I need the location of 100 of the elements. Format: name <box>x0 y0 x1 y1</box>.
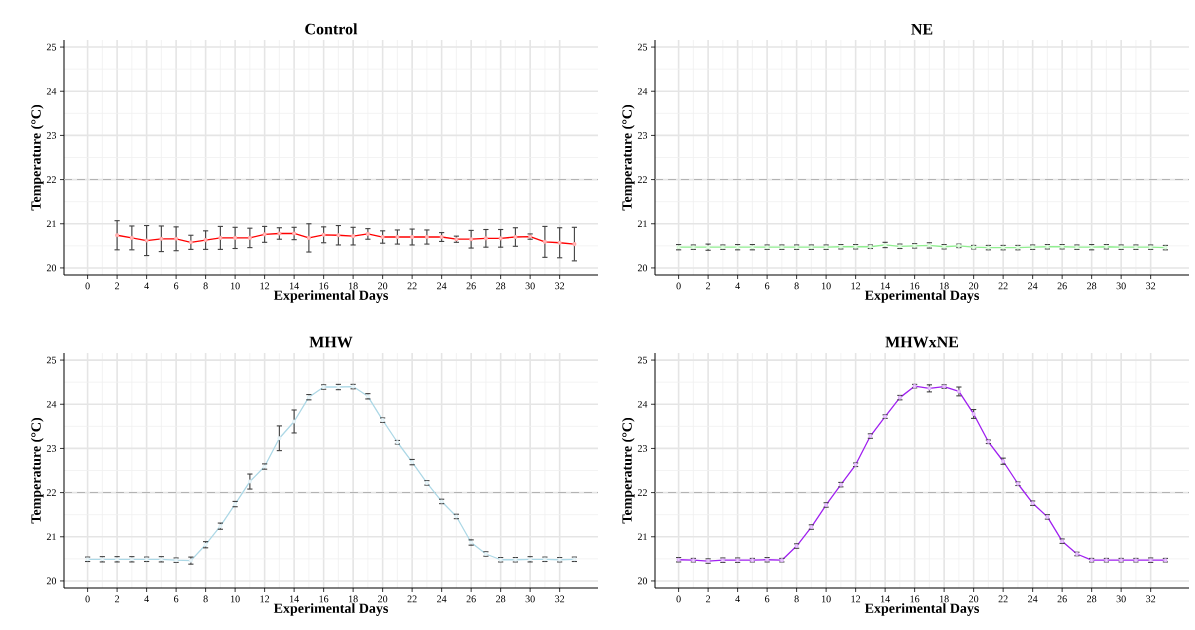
x-tick-label: 0 <box>85 282 90 290</box>
x-tick-label: 18 <box>940 282 949 290</box>
x-tick-label: 28 <box>1087 282 1097 290</box>
x-tick-label: 30 <box>1116 595 1126 603</box>
y-tick-label: 23 <box>46 445 57 452</box>
x-tick-label: 4 <box>144 595 149 603</box>
x-tick-label: 6 <box>174 595 179 603</box>
x-tick-label: 2 <box>115 595 120 603</box>
x-tick-label: 20 <box>378 282 388 290</box>
x-tick-label: 24 <box>1028 595 1038 603</box>
x-tick-label: 24 <box>437 595 447 603</box>
y-tick-label: 20 <box>46 577 57 585</box>
x-tick-label: 12 <box>851 282 861 290</box>
x-tick-label: 4 <box>144 282 149 290</box>
y-tick-label: 21 <box>637 220 647 228</box>
x-tick-label: 0 <box>676 282 681 290</box>
x-tick-label: 32 <box>555 282 565 290</box>
y-tick-label: 22 <box>46 489 56 496</box>
y-tick-label: 22 <box>637 489 647 496</box>
y-tick-label: 25 <box>637 43 648 51</box>
x-tick-label: 18 <box>349 282 358 290</box>
y-tick-label: 25 <box>46 356 57 364</box>
x-tick-label: 14 <box>881 595 890 603</box>
y-tick-label: 24 <box>637 87 648 95</box>
y-axis-title: Temperature (°C) <box>30 104 44 211</box>
y-tick-label: 24 <box>637 400 648 408</box>
x-tick-label: 8 <box>794 595 799 603</box>
x-tick-label: 20 <box>969 595 979 603</box>
x-tick-label: 10 <box>822 282 831 290</box>
x-tick-label: 30 <box>525 595 535 603</box>
y-tick-label: 20 <box>46 264 57 272</box>
x-tick-label: 16 <box>319 595 329 603</box>
x-tick-label: 14 <box>290 595 299 603</box>
y-tick-label: 23 <box>637 132 648 139</box>
y-tick-label: 23 <box>637 445 648 452</box>
x-tick-label: 28 <box>1087 595 1097 603</box>
x-tick-label: 12 <box>260 282 270 290</box>
x-tick-label: 26 <box>466 595 476 603</box>
x-axis-title: Experimental Days <box>864 290 980 303</box>
x-tick-label: 10 <box>231 595 240 603</box>
y-tick-label: 25 <box>46 43 57 51</box>
x-tick-label: 14 <box>290 282 299 290</box>
x-tick-label: 14 <box>881 282 890 290</box>
x-tick-label: 24 <box>437 282 447 290</box>
x-tick-label: 0 <box>676 595 681 603</box>
y-tick-label: 21 <box>46 533 56 541</box>
chart-title: NE <box>911 24 933 35</box>
x-tick-label: 26 <box>466 282 476 290</box>
x-tick-label: 28 <box>496 595 506 603</box>
x-tick-label: 4 <box>735 595 740 603</box>
chart-title: MHW <box>309 336 353 348</box>
y-tick-label: 23 <box>46 132 57 139</box>
x-tick-label: 22 <box>407 595 417 603</box>
y-tick-label: 24 <box>46 400 57 408</box>
x-tick-label: 26 <box>1057 595 1067 603</box>
x-tick-label: 12 <box>851 595 861 603</box>
y-tick-label: 22 <box>637 176 647 183</box>
x-tick-label: 0 <box>85 595 90 603</box>
y-tick-label: 24 <box>46 87 57 95</box>
x-tick-label: 10 <box>231 282 240 290</box>
y-axis-title: Temperature (°C) <box>621 417 635 524</box>
y-tick-label: 21 <box>637 533 647 541</box>
x-tick-label: 4 <box>735 282 740 290</box>
x-tick-label: 18 <box>349 595 358 603</box>
x-tick-label: 8 <box>203 282 208 290</box>
chart-title: Control <box>305 23 358 35</box>
y-axis-title: Temperature (°C) <box>30 417 44 524</box>
x-tick-label: 6 <box>765 595 770 603</box>
x-tick-label: 8 <box>203 595 208 603</box>
y-axis-title: Temperature (°C) <box>621 104 635 211</box>
x-axis-title: Experimental Days <box>273 290 389 303</box>
y-tick-label: 20 <box>637 577 648 585</box>
x-tick-label: 32 <box>1146 595 1156 603</box>
x-axis-title: Experimental Days <box>273 603 389 616</box>
x-tick-label: 20 <box>378 595 388 603</box>
x-tick-label: 22 <box>998 282 1008 290</box>
y-tick-label: 21 <box>46 220 56 228</box>
x-tick-label: 30 <box>525 282 535 290</box>
x-tick-label: 2 <box>706 282 711 290</box>
x-tick-label: 20 <box>969 282 979 290</box>
x-tick-label: 6 <box>765 282 770 290</box>
x-tick-label: 28 <box>496 282 506 290</box>
x-tick-label: 22 <box>998 595 1008 603</box>
x-tick-label: 2 <box>706 595 711 603</box>
x-tick-label: 16 <box>910 595 920 603</box>
x-axis-title: Experimental Days <box>864 603 980 616</box>
x-tick-label: 16 <box>319 282 329 290</box>
x-tick-label: 26 <box>1057 282 1067 290</box>
y-tick-label: 25 <box>637 356 648 364</box>
x-tick-label: 10 <box>822 595 831 603</box>
x-tick-label: 32 <box>1146 282 1156 290</box>
x-tick-label: 2 <box>115 282 120 290</box>
x-tick-label: 30 <box>1116 282 1126 290</box>
x-tick-label: 18 <box>940 595 949 603</box>
x-tick-label: 22 <box>407 282 417 290</box>
x-tick-label: 6 <box>174 282 179 290</box>
y-tick-label: 20 <box>637 264 648 272</box>
x-tick-label: 8 <box>794 282 799 290</box>
y-tick-label: 22 <box>46 176 56 183</box>
x-tick-label: 12 <box>260 595 270 603</box>
